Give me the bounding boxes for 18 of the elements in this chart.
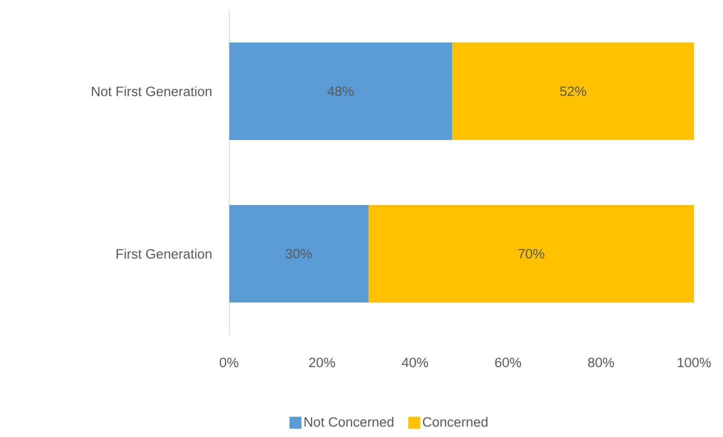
bar xyxy=(368,205,694,302)
x-tick-label: 40% xyxy=(402,358,428,368)
x-tick-label: 60% xyxy=(495,358,522,368)
legend-label: Not Concerned xyxy=(304,416,394,427)
y-tick-label: Not First Generation xyxy=(92,86,212,96)
y-tick-label: First Generation xyxy=(116,248,212,259)
x-tick-label: 20% xyxy=(309,358,336,368)
bar xyxy=(452,42,694,140)
data-label: 30% xyxy=(286,248,312,259)
data-label: 70% xyxy=(518,248,544,259)
data-label: 52% xyxy=(560,86,586,96)
bar xyxy=(229,205,368,302)
x-tick-label: 100% xyxy=(678,358,711,368)
x-tick-label: 80% xyxy=(588,358,614,368)
data-label: 48% xyxy=(327,86,354,96)
bar xyxy=(229,42,452,140)
x-tick-label: 0% xyxy=(220,358,238,368)
legend-label: Concerned xyxy=(422,416,488,427)
